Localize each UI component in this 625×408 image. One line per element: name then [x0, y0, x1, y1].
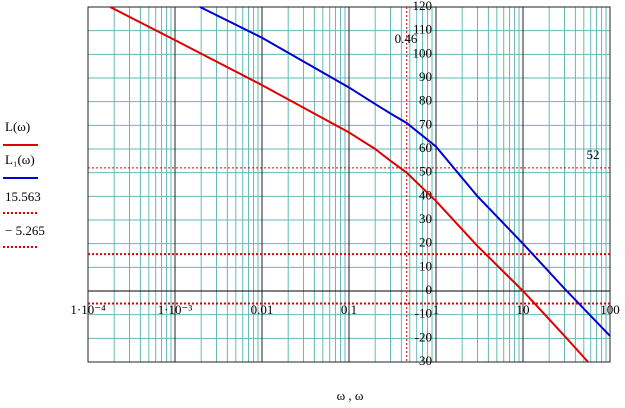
y-tick-label: 20	[419, 235, 432, 250]
x-tick-label: 1·10⁻³	[158, 302, 193, 317]
plot-frame	[87, 6, 611, 363]
y-tick-label: -30	[415, 353, 432, 368]
legend-label: L(ω)	[5, 119, 30, 134]
y-tick-label: 0	[426, 282, 433, 297]
y-tick-label: 40	[419, 187, 432, 202]
y-tick-label: 100	[413, 45, 433, 60]
y-tick-label: 50	[419, 164, 432, 179]
y-tick-label: 80	[419, 93, 432, 108]
y-tick-label: 120	[413, 0, 433, 13]
annotation: 52	[587, 147, 600, 162]
y-tick-label: 90	[419, 69, 432, 84]
x-tick-label: 10	[517, 302, 530, 317]
legend-label: 15.563	[5, 189, 41, 204]
y-tick-label: 60	[419, 140, 432, 155]
x-tick-label: 0.01	[251, 302, 274, 317]
annotation: 0.46	[395, 31, 418, 46]
series-line	[109, 6, 589, 363]
series-line	[199, 6, 611, 337]
y-tick-label: 70	[419, 116, 432, 131]
y-tick-label: 30	[419, 211, 432, 226]
y-tick-label: 10	[419, 258, 432, 273]
y-tick-label: 110	[413, 22, 432, 37]
legend-label: − 5.265	[5, 223, 45, 238]
y-tick-label: -10	[415, 306, 432, 321]
y-tick-label: -20	[415, 329, 432, 344]
x-axis-label: ω , ω	[337, 388, 364, 403]
x-tick-label: 1	[433, 302, 440, 317]
legend-label: L₁(ω)	[5, 152, 35, 167]
x-tick-label: 0.1	[341, 302, 357, 317]
